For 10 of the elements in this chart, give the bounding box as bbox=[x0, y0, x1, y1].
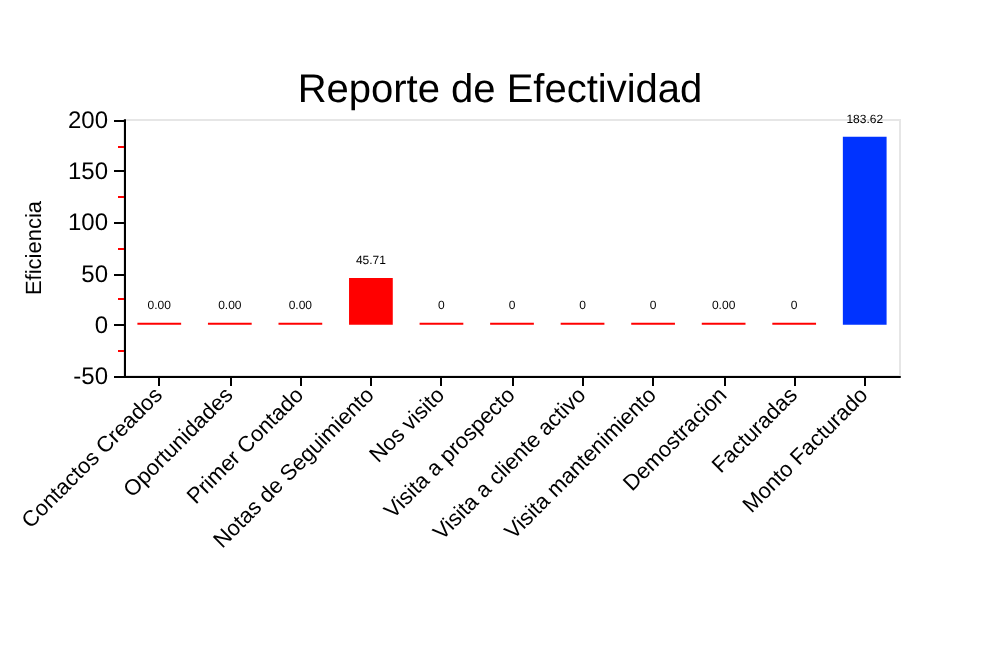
y-tick-label: 100 bbox=[67, 208, 109, 237]
y-tick-label: -50 bbox=[73, 362, 109, 390]
y-tick-label: 150 bbox=[67, 157, 109, 186]
y-tick-label: 0 bbox=[94, 310, 109, 339]
y-axis-title: Eficiencia bbox=[23, 199, 48, 296]
chart-title: Reporte de Efectividad bbox=[297, 68, 703, 112]
bar bbox=[349, 277, 393, 325]
y-tick-label: 50 bbox=[81, 259, 109, 288]
bar bbox=[842, 136, 887, 325]
y-tick-label: 200 bbox=[67, 106, 109, 134]
